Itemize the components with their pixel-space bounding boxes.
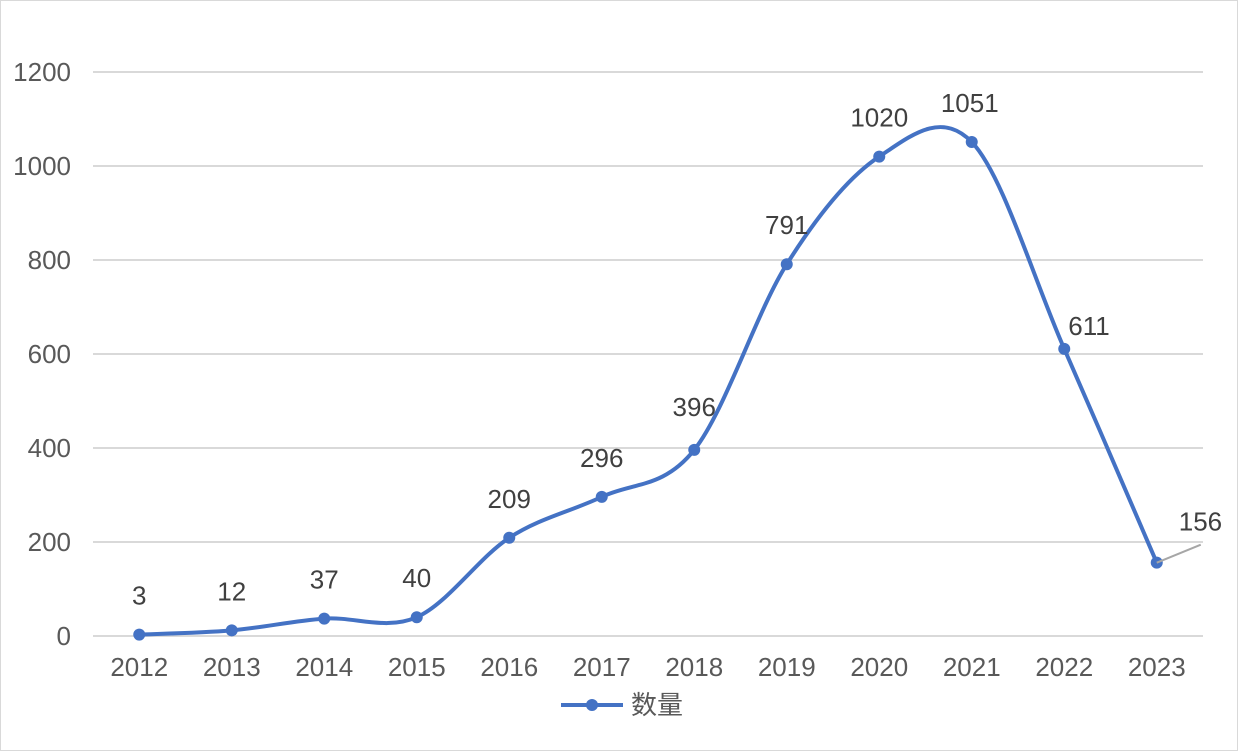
data-label: 396 (673, 392, 716, 422)
y-tick-label: 1200 (13, 57, 71, 87)
legend-marker-icon (586, 699, 598, 711)
data-label: 611 (1068, 311, 1109, 341)
data-point (965, 136, 978, 149)
y-tick-label: 0 (57, 621, 71, 651)
x-tick-label: 2020 (850, 652, 908, 682)
y-tick-label: 800 (28, 245, 71, 275)
series-layer (133, 125, 1163, 641)
series-line (139, 125, 1159, 637)
x-tick-label: 2013 (203, 652, 261, 682)
y-tick-label: 200 (28, 527, 71, 557)
y-tick-label: 600 (28, 339, 71, 369)
data-point (410, 611, 423, 624)
data-label: 40 (402, 563, 431, 593)
x-tick-label: 2021 (943, 652, 1001, 682)
data-point (133, 628, 146, 641)
data-label: 156 (1179, 507, 1222, 537)
data-label: 1051 (941, 88, 999, 118)
data-label-leader-line (1156, 543, 1202, 564)
x-tick-label: 2019 (758, 652, 816, 682)
data-point (780, 258, 793, 271)
data-label: 12 (217, 576, 246, 606)
y-axis-ticks: 0 200 400 600 800 1000 1200 (13, 57, 71, 651)
data-label: 209 (488, 484, 531, 514)
gridlines (93, 71, 1203, 637)
x-tick-label: 2012 (110, 652, 168, 682)
y-tick-label: 1000 (13, 151, 71, 181)
data-point (1058, 342, 1071, 355)
legend: 数量 (561, 691, 683, 721)
data-label: 3 (132, 581, 146, 611)
y-tick-label: 400 (28, 433, 71, 463)
data-labels: 3 12 37 40 209 296 396 791 1020 1051 611 156 (132, 88, 1222, 611)
data-label: 296 (580, 443, 623, 473)
data-point (318, 612, 331, 625)
data-point (873, 150, 886, 163)
x-tick-label: 2016 (480, 652, 538, 682)
data-point (595, 490, 608, 503)
data-label: 1020 (850, 103, 908, 133)
legend-label: 数量 (631, 691, 683, 721)
x-tick-label: 2015 (388, 652, 446, 682)
x-tick-label: 2014 (295, 652, 353, 682)
x-tick-label: 2023 (1128, 652, 1186, 682)
x-axis-ticks: 2012 2013 2014 2015 2016 2017 2018 2019 2020 2021… (110, 652, 1185, 682)
x-tick-label: 2018 (665, 652, 723, 682)
data-point (503, 531, 516, 544)
x-tick-label: 2022 (1035, 652, 1093, 682)
x-tick-label: 2017 (573, 652, 631, 682)
data-label: 37 (310, 565, 339, 595)
data-point (225, 624, 238, 637)
data-point (688, 443, 701, 456)
data-label: 791 (765, 210, 808, 240)
